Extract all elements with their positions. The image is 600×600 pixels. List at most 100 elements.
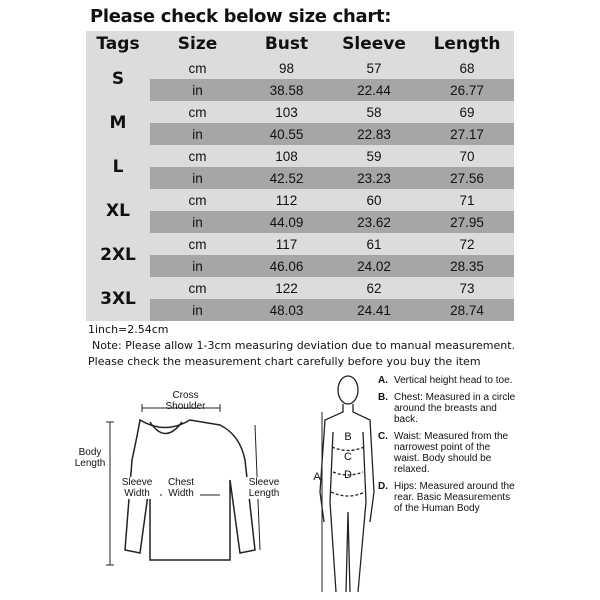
cell-bust: 98: [278, 60, 295, 76]
cell-unit: cm: [188, 104, 207, 120]
table-row-in: in 42.52 23.23 27.56: [150, 167, 514, 189]
cell-unit: cm: [188, 280, 207, 296]
cell-length: 26.77: [450, 82, 484, 98]
legend-text: Vertical height head to toe.: [394, 375, 513, 386]
cell-bust: 117: [275, 236, 298, 252]
legend-item: B. Chest: Measured in a circle around the…: [378, 392, 518, 425]
sleeve-width-label: Sleeve Width: [118, 477, 156, 499]
body-length-label: Body Length: [74, 447, 106, 469]
legend-text: Chest: Measured in a circle around the b…: [394, 392, 516, 425]
cell-sleeve: 57: [366, 60, 382, 76]
cross-shoulder-label: Cross Shoulder: [165, 390, 206, 412]
cell-sleeve: 22.83: [357, 126, 391, 142]
cell-length: 72: [459, 236, 475, 252]
cell-length: 73: [459, 280, 475, 296]
table-row-in: in 40.55 22.83 27.17: [150, 123, 514, 145]
cell-sleeve: 24.02: [357, 258, 391, 274]
cell-length: 28.74: [450, 302, 484, 318]
body-letter-b: B: [344, 431, 352, 443]
size-group-2xl: 2XL cm 117 61 72 in 46.06 24.02 28.35: [86, 233, 514, 277]
cell-length: 69: [459, 104, 475, 120]
cell-bust: 42.52: [269, 170, 304, 186]
legend-item: A. Vertical height head to toe.: [378, 375, 518, 386]
table-row-cm: cm 122 62 73: [150, 277, 514, 299]
table-row-cm: cm 112 60 71: [150, 189, 514, 211]
legend-item: D. Hips: Measured around the rear. Basic …: [378, 481, 518, 514]
chest-width-label: Chest Width: [162, 477, 200, 499]
table-row-cm: cm 108 59 70: [150, 145, 514, 167]
cell-length: 27.17: [450, 126, 484, 142]
table-row-cm: cm 103 58 69: [150, 101, 514, 123]
size-tag: 3XL: [100, 289, 136, 309]
cell-bust: 44.09: [269, 214, 304, 230]
header-size: Size: [177, 34, 218, 54]
table-row-in: in 44.09 23.62 27.95: [150, 211, 514, 233]
cell-length: 28.35: [450, 258, 484, 274]
cell-unit: in: [192, 82, 203, 98]
legend-key: A.: [378, 375, 388, 386]
size-tag: M: [109, 113, 127, 133]
size-tag: S: [111, 69, 125, 89]
legend-key: D.: [378, 481, 388, 492]
cell-unit: in: [192, 302, 203, 318]
cell-length: 27.56: [450, 170, 484, 186]
cell-unit: cm: [188, 236, 207, 252]
body-figure: [319, 375, 375, 593]
cell-length: 27.95: [450, 214, 484, 230]
cell-unit: in: [192, 126, 203, 142]
deviation-note: Note: Please allow 1-3cm measuring devia…: [92, 339, 516, 352]
cell-length: 68: [459, 60, 475, 76]
body-letter-d: D: [344, 469, 352, 481]
body-letter-a: A: [313, 471, 321, 483]
cell-unit: in: [192, 258, 203, 274]
cell-bust: 38.58: [269, 82, 304, 98]
cell-sleeve: 62: [366, 280, 382, 296]
legend-key: C.: [378, 431, 388, 442]
legend-item: C. Waist: Measured from the narrowest poi…: [378, 431, 518, 475]
cell-sleeve: 59: [366, 148, 382, 164]
cell-length: 71: [459, 192, 475, 208]
cell-unit: cm: [188, 148, 207, 164]
cell-bust: 46.06: [269, 258, 304, 274]
cell-bust: 48.03: [269, 302, 304, 318]
cell-unit: in: [192, 214, 203, 230]
table-row-cm: cm 117 61 72: [150, 233, 514, 255]
cell-bust: 112: [275, 192, 298, 208]
check-note: Please check the measurement chart caref…: [88, 355, 481, 368]
cell-unit: in: [192, 170, 203, 186]
cell-sleeve: 22.44: [357, 82, 391, 98]
cell-sleeve: 24.41: [357, 302, 391, 318]
cell-sleeve: 23.23: [357, 170, 391, 186]
cell-length: 70: [459, 148, 475, 164]
table-row-in: in 46.06 24.02 28.35: [150, 255, 514, 277]
table-row-in: in 38.58 22.44 26.77: [150, 79, 514, 101]
cell-bust: 103: [275, 104, 298, 120]
cell-sleeve: 23.62: [357, 214, 391, 230]
cell-sleeve: 60: [366, 192, 382, 208]
inch-conversion: 1inch=2.54cm: [88, 323, 169, 336]
measurement-legend: A. Vertical height head to toe. B. Chest: M…: [378, 375, 518, 520]
cell-unit: cm: [188, 192, 207, 208]
table-row-in: in 48.03 24.41 28.74: [150, 299, 514, 321]
size-tag: 2XL: [100, 245, 136, 265]
notes: 1inch=2.54cm Note: Please allow 1-3cm me…: [88, 322, 515, 370]
header-bust: Bust: [264, 34, 309, 54]
cell-bust: 108: [275, 148, 298, 164]
body-letter-c: C: [344, 451, 352, 463]
cell-sleeve: 61: [366, 236, 382, 252]
table-row-cm: cm 98 57 68: [150, 57, 514, 79]
table-header: Tags Size Bust Sleeve Length: [86, 31, 514, 57]
header-length: Length: [433, 34, 501, 54]
size-tag: L: [112, 157, 124, 177]
sleeve-length-label: Sleeve Length: [244, 477, 284, 499]
legend-key: B.: [378, 392, 388, 403]
legend-text: Waist: Measured from the narrowest point…: [394, 431, 509, 475]
legend-text: Hips: Measured around the rear. Basic Me…: [394, 481, 515, 514]
cell-sleeve: 58: [366, 104, 382, 120]
header-sleeve: Sleeve: [342, 34, 406, 54]
size-tag: XL: [106, 201, 130, 221]
